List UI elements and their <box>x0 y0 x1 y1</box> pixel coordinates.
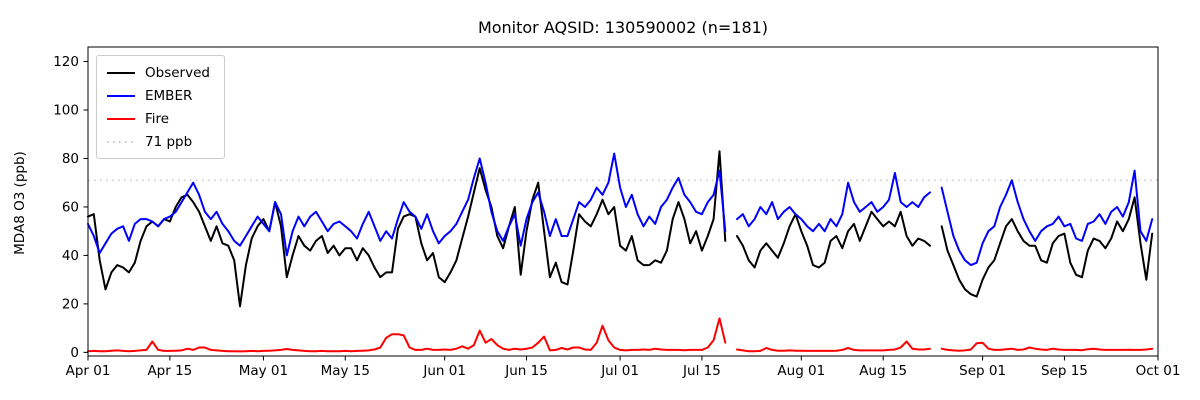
x-tick-label: Jun 01 <box>422 363 466 379</box>
legend-line-swatch <box>107 117 135 120</box>
x-tick-label: May 15 <box>321 363 370 379</box>
series-line-ember <box>87 152 1154 267</box>
x-tick-label: Apr 01 <box>66 363 111 379</box>
y-tick-label: 100 <box>53 103 79 119</box>
x-tick-label: Aug 01 <box>777 363 825 379</box>
x-tick-label: May 01 <box>239 363 288 379</box>
y-tick-label: 0 <box>70 345 79 361</box>
x-tick-label: Jul 01 <box>600 363 639 379</box>
series-line-fire <box>87 317 1154 353</box>
legend-item-71-ppb: 71 ppb <box>106 132 210 151</box>
series-line-observed <box>87 150 1154 308</box>
y-tick-label: 120 <box>53 54 79 70</box>
x-tick-label: Aug 15 <box>859 363 907 379</box>
legend-item-fire: Fire <box>106 109 210 128</box>
legend-line-swatch <box>107 94 135 97</box>
y-tick-label: 20 <box>62 296 79 312</box>
axes-frame <box>87 46 1159 357</box>
legend-item-observed: Observed <box>106 63 210 82</box>
chart-title: Monitor AQSID: 130590002 (n=181) <box>477 18 769 37</box>
x-tick-label: Jun 15 <box>504 363 548 379</box>
legend-label: 71 ppb <box>145 133 193 150</box>
legend-label: Fire <box>145 110 170 127</box>
legend-line-swatch <box>107 140 135 143</box>
legend-label: EMBER <box>145 87 193 104</box>
x-tick-label: Apr 15 <box>147 363 192 379</box>
x-tick-label: Jul 15 <box>682 363 721 379</box>
x-tick-label: Sep 15 <box>1041 363 1088 379</box>
y-tick-label: 60 <box>62 199 79 215</box>
x-tick-label: Oct 01 <box>1136 363 1181 379</box>
legend-item-ember: EMBER <box>106 86 210 105</box>
legend-label: Observed <box>145 64 210 81</box>
legend-line-swatch <box>107 71 135 74</box>
x-tick-label: Sep 01 <box>959 363 1006 379</box>
y-tick-label: 80 <box>62 151 79 167</box>
y-tick-label: 40 <box>62 248 79 264</box>
legend: Observed EMBER Fire 71 ppb <box>96 55 225 159</box>
